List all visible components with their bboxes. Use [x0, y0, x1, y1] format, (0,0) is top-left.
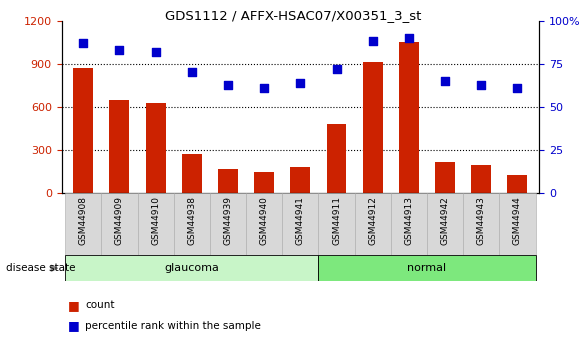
Bar — [291, 167, 310, 193]
Bar — [507, 175, 527, 193]
Point — [296, 80, 305, 86]
Point — [368, 39, 377, 44]
FancyBboxPatch shape — [246, 193, 282, 255]
Text: ■: ■ — [67, 319, 79, 333]
FancyBboxPatch shape — [499, 193, 536, 255]
Text: GSM44912: GSM44912 — [368, 196, 377, 245]
Bar — [254, 171, 274, 193]
Text: GSM44910: GSM44910 — [151, 196, 160, 245]
FancyBboxPatch shape — [65, 193, 101, 255]
Text: GSM44940: GSM44940 — [260, 196, 268, 245]
FancyBboxPatch shape — [101, 193, 138, 255]
Text: GSM44938: GSM44938 — [188, 196, 196, 245]
FancyBboxPatch shape — [138, 193, 173, 255]
Text: count: count — [85, 300, 114, 310]
FancyBboxPatch shape — [427, 193, 463, 255]
Text: GSM44911: GSM44911 — [332, 196, 341, 245]
Point — [187, 70, 196, 75]
Bar — [471, 165, 491, 193]
Text: percentile rank within the sample: percentile rank within the sample — [85, 321, 261, 331]
Bar — [218, 169, 238, 193]
Text: GSM44942: GSM44942 — [441, 196, 449, 245]
Point — [115, 47, 124, 53]
Text: GSM44909: GSM44909 — [115, 196, 124, 245]
FancyBboxPatch shape — [173, 193, 210, 255]
Point — [223, 82, 233, 87]
Bar — [146, 103, 166, 193]
Text: disease state: disease state — [6, 264, 76, 273]
Bar — [73, 68, 93, 193]
Text: GSM44908: GSM44908 — [79, 196, 88, 245]
Point — [260, 85, 269, 91]
Point — [151, 49, 161, 55]
Point — [440, 78, 449, 84]
Point — [332, 66, 341, 72]
FancyBboxPatch shape — [65, 255, 318, 281]
Text: GSM44939: GSM44939 — [223, 196, 233, 245]
Text: GSM44944: GSM44944 — [513, 196, 522, 245]
Bar — [435, 162, 455, 193]
Point — [476, 82, 486, 87]
Text: GDS1112 / AFFX-HSAC07/X00351_3_st: GDS1112 / AFFX-HSAC07/X00351_3_st — [165, 9, 421, 22]
Text: GSM44941: GSM44941 — [296, 196, 305, 245]
Bar — [326, 124, 346, 193]
FancyBboxPatch shape — [355, 193, 391, 255]
Bar — [110, 100, 130, 193]
FancyBboxPatch shape — [318, 255, 536, 281]
Point — [404, 35, 414, 41]
Text: normal: normal — [407, 263, 447, 273]
FancyBboxPatch shape — [282, 193, 318, 255]
Bar — [182, 155, 202, 193]
Point — [513, 85, 522, 91]
Text: GSM44943: GSM44943 — [477, 196, 486, 245]
Bar — [363, 62, 383, 193]
Text: ■: ■ — [67, 299, 79, 312]
FancyBboxPatch shape — [463, 193, 499, 255]
FancyBboxPatch shape — [391, 193, 427, 255]
Point — [79, 40, 88, 46]
Text: GSM44913: GSM44913 — [404, 196, 413, 245]
Text: glaucoma: glaucoma — [164, 263, 219, 273]
Bar — [399, 42, 419, 193]
FancyBboxPatch shape — [318, 193, 355, 255]
FancyBboxPatch shape — [210, 193, 246, 255]
